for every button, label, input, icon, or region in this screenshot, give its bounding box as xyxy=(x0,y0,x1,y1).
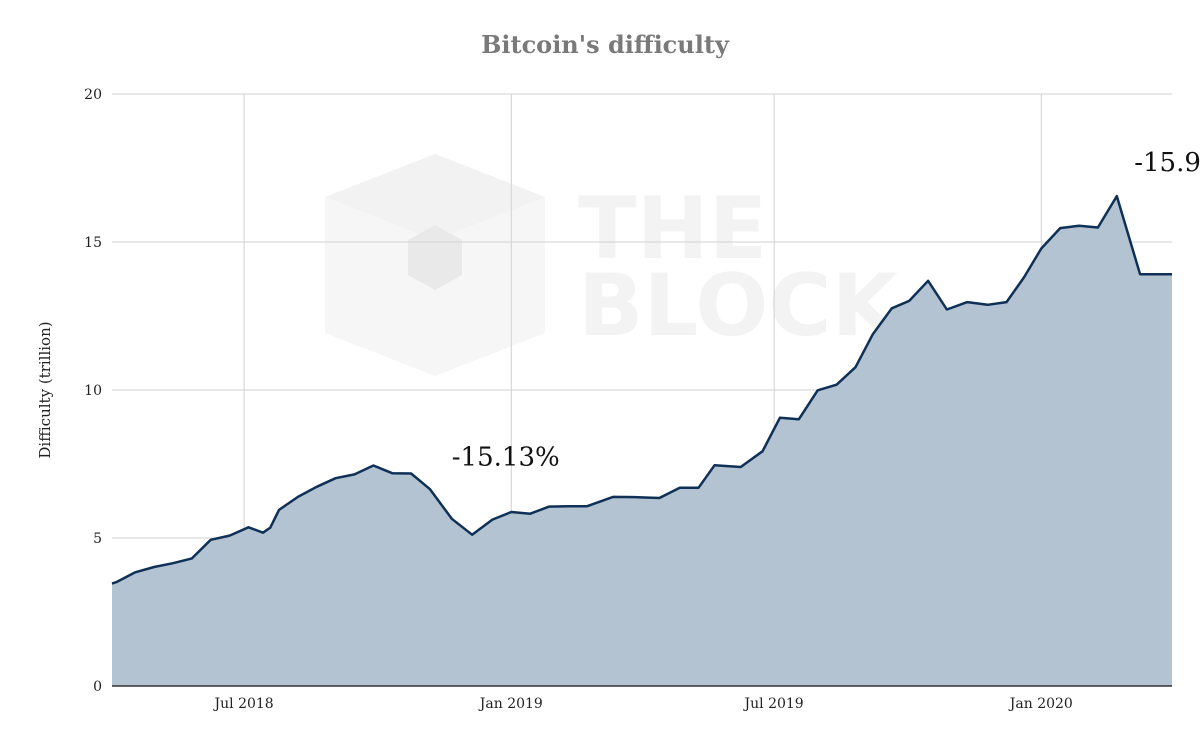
watermark-logo: THE BLOCK xyxy=(325,154,902,376)
y-tick-label: 15 xyxy=(84,235,102,251)
x-tick-label: Jul 2018 xyxy=(213,696,274,712)
x-tick-label: Jan 2020 xyxy=(1008,696,1073,712)
x-tick-label: Jan 2019 xyxy=(478,696,543,712)
y-tick-label: 5 xyxy=(93,531,102,547)
y-tick-label: 10 xyxy=(84,383,102,399)
watermark-line2: BLOCK xyxy=(578,256,902,356)
annotation-label: -15.95% xyxy=(1134,148,1200,178)
y-tick-label: 0 xyxy=(93,679,102,695)
x-axis: Jul 2018 Jan 2019 Jul 2019 Jan 2020 xyxy=(112,685,1172,712)
y-axis-title: Difficulty (trillion) xyxy=(36,321,54,458)
y-axis: 0 5 10 15 20 xyxy=(84,87,102,695)
difficulty-line xyxy=(111,194,1172,585)
watermark-line1: THE xyxy=(578,179,767,279)
difficulty-area xyxy=(112,196,1172,686)
annotation-label: -15.13% xyxy=(452,442,560,472)
y-tick-label: 20 xyxy=(84,87,102,103)
x-tick-label: Jul 2019 xyxy=(743,696,804,712)
annotations: -15.13% -15.95% xyxy=(452,148,1200,473)
chart-title: Bitcoin's difficulty xyxy=(481,30,729,59)
